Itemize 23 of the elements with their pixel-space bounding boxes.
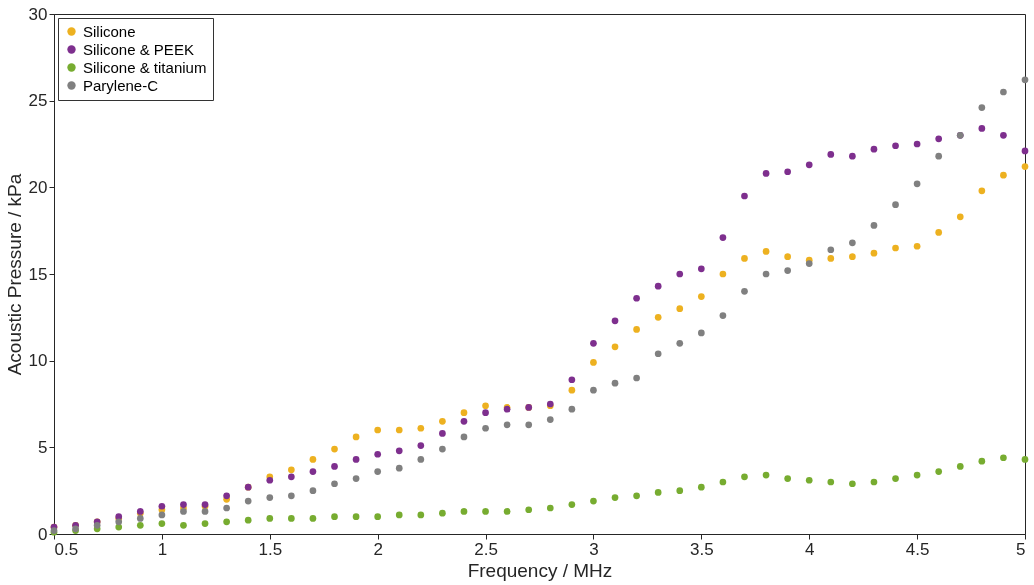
x-tick-label: 5 xyxy=(1016,539,1026,559)
x-tick-label: 3 xyxy=(589,539,599,559)
x-tick-label: 0.5 xyxy=(54,539,79,559)
x-tick-label: 3.5 xyxy=(690,539,714,559)
x-tick-label: 4 xyxy=(804,539,815,559)
y-tick-label: 20 xyxy=(28,177,48,197)
y-axis-title: Acoustic Pressure / kPa xyxy=(3,173,25,376)
y-tick-label: 5 xyxy=(38,437,48,457)
legend-label: Silicone & PEEK xyxy=(83,40,194,58)
x-axis-title: Frequency / MHz xyxy=(467,559,613,581)
y-tick-label: 10 xyxy=(28,351,48,371)
y-tick-label: 25 xyxy=(28,91,48,111)
x-tick-label: 1 xyxy=(157,539,168,559)
y-tick-label: 15 xyxy=(28,264,48,284)
legend-label: Parylene-C xyxy=(83,76,159,94)
x-tick-label: 1.5 xyxy=(258,539,283,559)
y-tick-label: 30 xyxy=(28,4,48,24)
x-tick-label: 4.5 xyxy=(905,539,930,559)
y-tick-label: 0 xyxy=(38,524,48,544)
legend-label: Silicone & titanium xyxy=(83,58,207,76)
x-tick-label: 2 xyxy=(373,539,383,559)
legend-label: Silicone xyxy=(83,22,136,40)
x-tick-label: 2.5 xyxy=(474,539,498,559)
